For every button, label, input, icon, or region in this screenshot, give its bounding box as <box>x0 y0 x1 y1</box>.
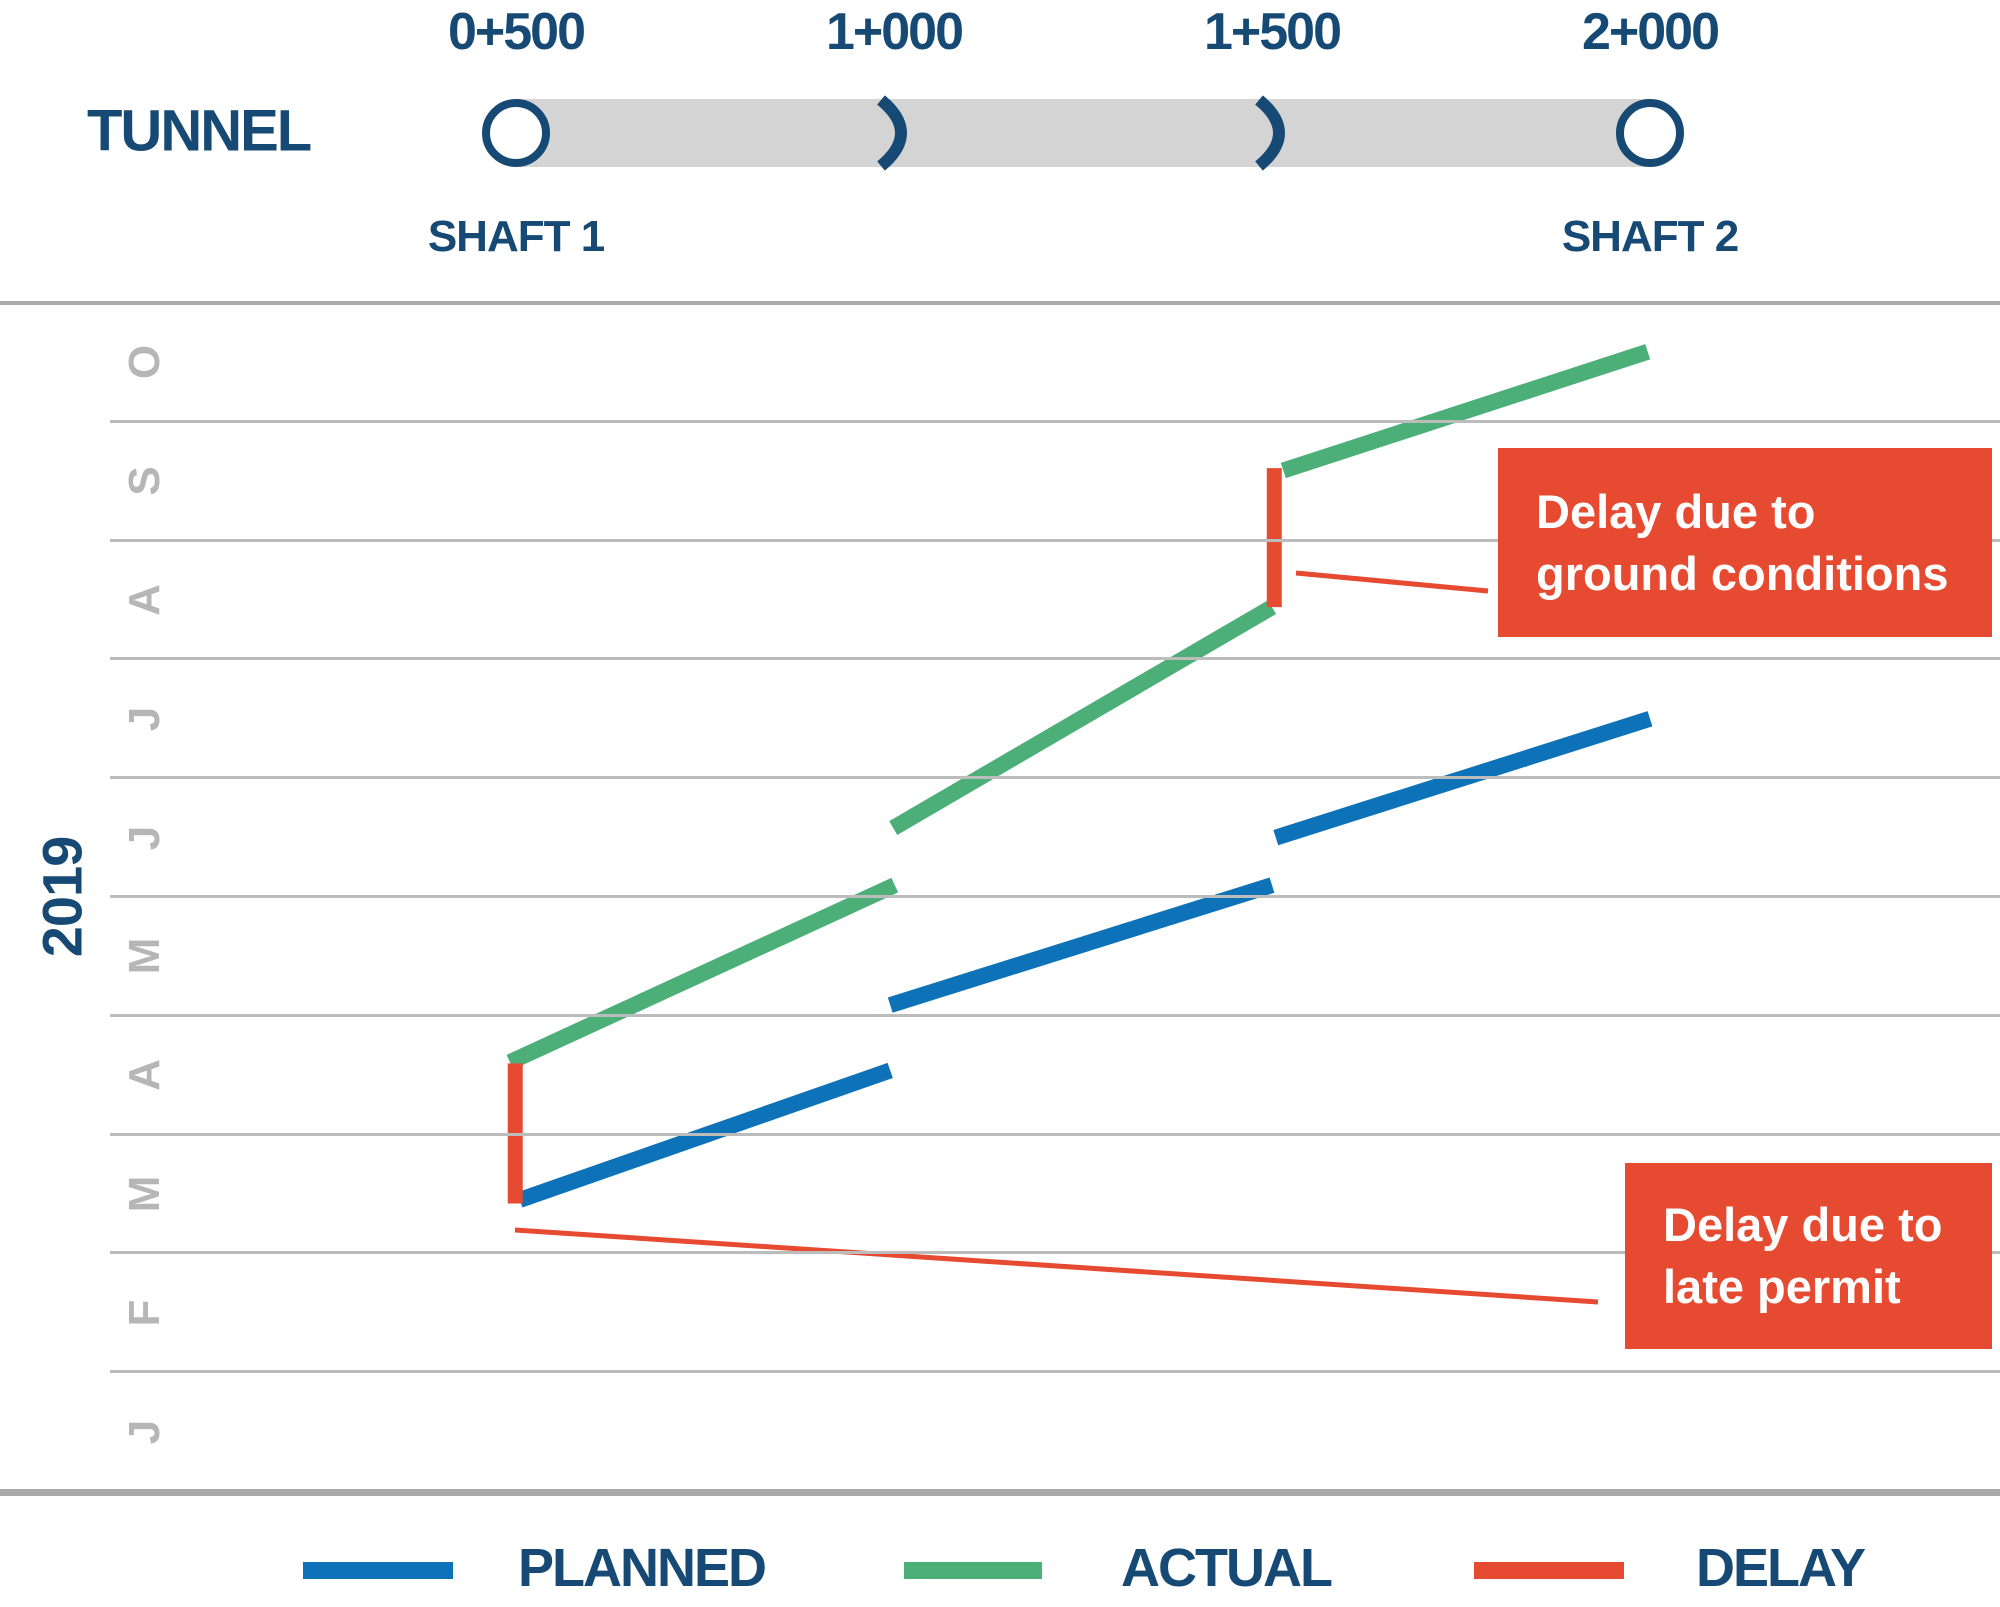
annotation-late-permit: Delay due to late permit <box>1625 1163 1992 1349</box>
chainage-label: 1+000 <box>825 3 964 61</box>
legend-label-actual: ACTUAL <box>1121 1538 1333 1598</box>
month-tick-label: J <box>120 825 169 850</box>
month-tick-label: J <box>120 1419 169 1444</box>
annotation-leader-line <box>1295 570 1489 594</box>
month-tick-label: M <box>120 938 169 975</box>
month-tick-label: A <box>120 1059 169 1092</box>
month-tick-label: S <box>120 466 169 496</box>
legend-swatch-actual <box>904 1562 1042 1579</box>
gridline <box>0 1489 2000 1496</box>
gridline <box>110 538 2000 542</box>
shaft-2-circle <box>1616 99 1684 167</box>
tunnel-break-mark <box>877 95 907 171</box>
tunnel-label: TUNNEL <box>87 98 312 164</box>
annotation-line: Delay due to <box>1536 484 1816 538</box>
chainage-label: 1+500 <box>1203 3 1342 61</box>
annotation-leader-line <box>514 1227 1599 1305</box>
gridline <box>110 776 2000 780</box>
gridline <box>110 419 2000 423</box>
month-tick-label: M <box>120 1175 169 1213</box>
annotation-ground-conditions: Delay due to ground conditions <box>1498 448 1992 637</box>
year-label: 2019 <box>30 836 94 958</box>
month-tick-label: O <box>120 345 169 380</box>
annotation-line: Delay due to <box>1663 1198 1943 1251</box>
gridline <box>110 1370 2000 1374</box>
series-actual-segment <box>889 600 1277 836</box>
series-actual-segment <box>506 877 899 1070</box>
month-tick-label: F <box>120 1299 169 1327</box>
shaft-1-circle <box>482 99 550 167</box>
gridline <box>110 1013 2000 1017</box>
shaft-label: SHAFT 1 <box>427 212 605 261</box>
legend-swatch-delay <box>1474 1562 1624 1579</box>
chainage-label: 0+500 <box>447 3 586 61</box>
tunnel-break-mark <box>1255 95 1285 171</box>
series-planned-segment <box>887 877 1275 1013</box>
month-tick-label: J <box>120 706 169 732</box>
chainage-label: 2+000 <box>1581 3 1720 61</box>
legend-label-delay: DELAY <box>1696 1538 1866 1598</box>
annotation-line: ground conditions <box>1536 546 1949 600</box>
gridline <box>110 1251 2000 1255</box>
annotation-line: late permit <box>1663 1260 1901 1313</box>
gridline <box>110 895 2000 898</box>
gridline <box>0 301 2000 305</box>
legend-label-planned: PLANNED <box>518 1538 767 1598</box>
shaft-label: SHAFT 2 <box>1561 212 1739 261</box>
series-actual-segment <box>1280 344 1651 479</box>
gridline <box>110 657 2000 661</box>
month-tick-label: A <box>120 584 169 616</box>
legend-swatch-planned <box>303 1562 453 1579</box>
gridline <box>110 1132 2000 1136</box>
tunnel-bar <box>516 99 1650 167</box>
